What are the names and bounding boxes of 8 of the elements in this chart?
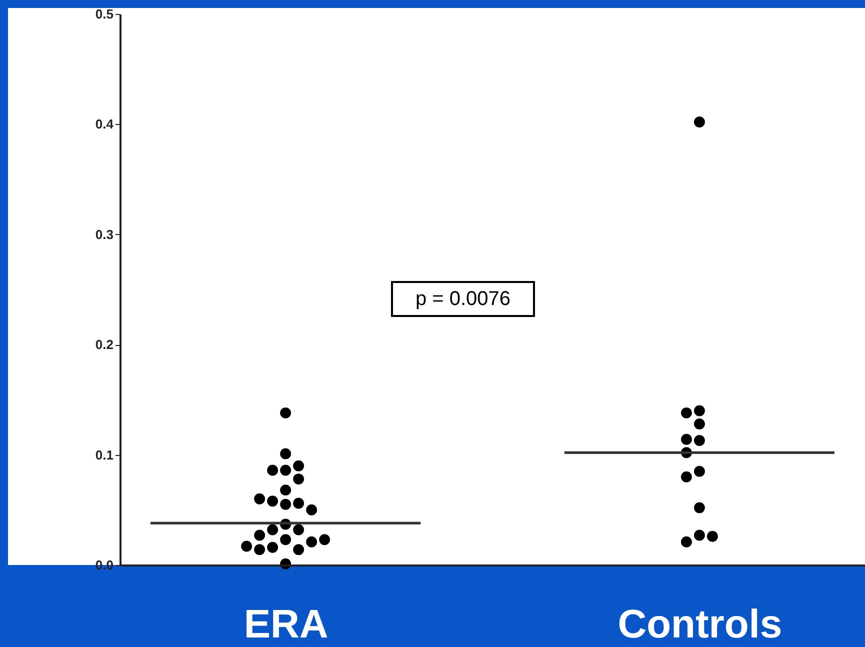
- y-tick-label: 0.1: [95, 447, 114, 462]
- x-tick-label: ERA: [244, 602, 328, 646]
- y-tick-label: 0.2: [95, 337, 114, 352]
- y-tick-label: 0.5: [95, 6, 114, 22]
- y-tick-label: 0.4: [95, 116, 114, 132]
- annotation: p = 0.0076: [415, 288, 511, 310]
- x-tick-label: Controls: [618, 602, 782, 646]
- y-tick-label: 0.3: [95, 226, 114, 242]
